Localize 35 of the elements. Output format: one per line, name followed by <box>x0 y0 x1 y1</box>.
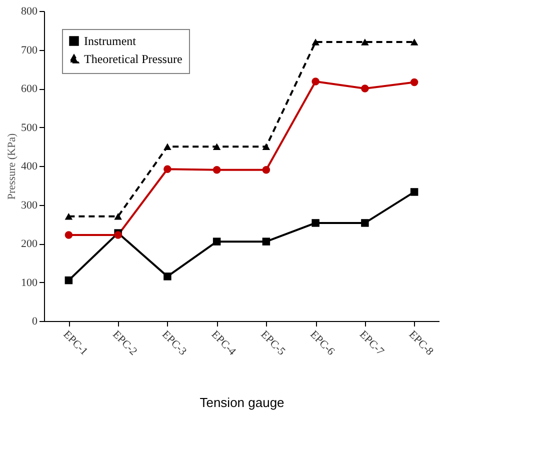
point <box>312 219 320 227</box>
point <box>114 213 122 220</box>
point <box>361 38 369 46</box>
point <box>312 78 320 86</box>
legend-label: Theoretical Pressure <box>84 52 182 66</box>
y-tick-label: 200 <box>21 238 38 250</box>
y-tick-label: 400 <box>21 160 38 172</box>
point <box>262 238 270 246</box>
y-tick-label: 100 <box>21 276 38 289</box>
point <box>361 84 369 92</box>
point <box>64 231 73 239</box>
point <box>64 276 73 284</box>
point <box>262 166 270 174</box>
y-tick-label: 700 <box>21 44 38 56</box>
point <box>212 238 221 246</box>
y-tick-label: 800 <box>21 6 38 18</box>
legend-label: Instrument <box>84 34 137 48</box>
point <box>164 165 172 173</box>
y-axis-title: Pressure (KPa) <box>6 133 18 200</box>
y-tick-label: 600 <box>21 83 38 95</box>
point <box>410 78 418 86</box>
point <box>410 38 418 46</box>
x-axis-title: Tension gauge <box>200 395 284 410</box>
point <box>212 166 221 174</box>
point <box>262 143 270 150</box>
y-tick-label: 300 <box>21 199 38 212</box>
point <box>312 38 320 46</box>
point <box>361 219 369 227</box>
point <box>410 188 418 196</box>
y-tick-label: 500 <box>21 122 38 134</box>
point <box>164 143 172 150</box>
point <box>64 213 73 220</box>
point <box>212 143 221 150</box>
point <box>164 272 172 280</box>
y-tick-label: 0 <box>32 316 38 328</box>
